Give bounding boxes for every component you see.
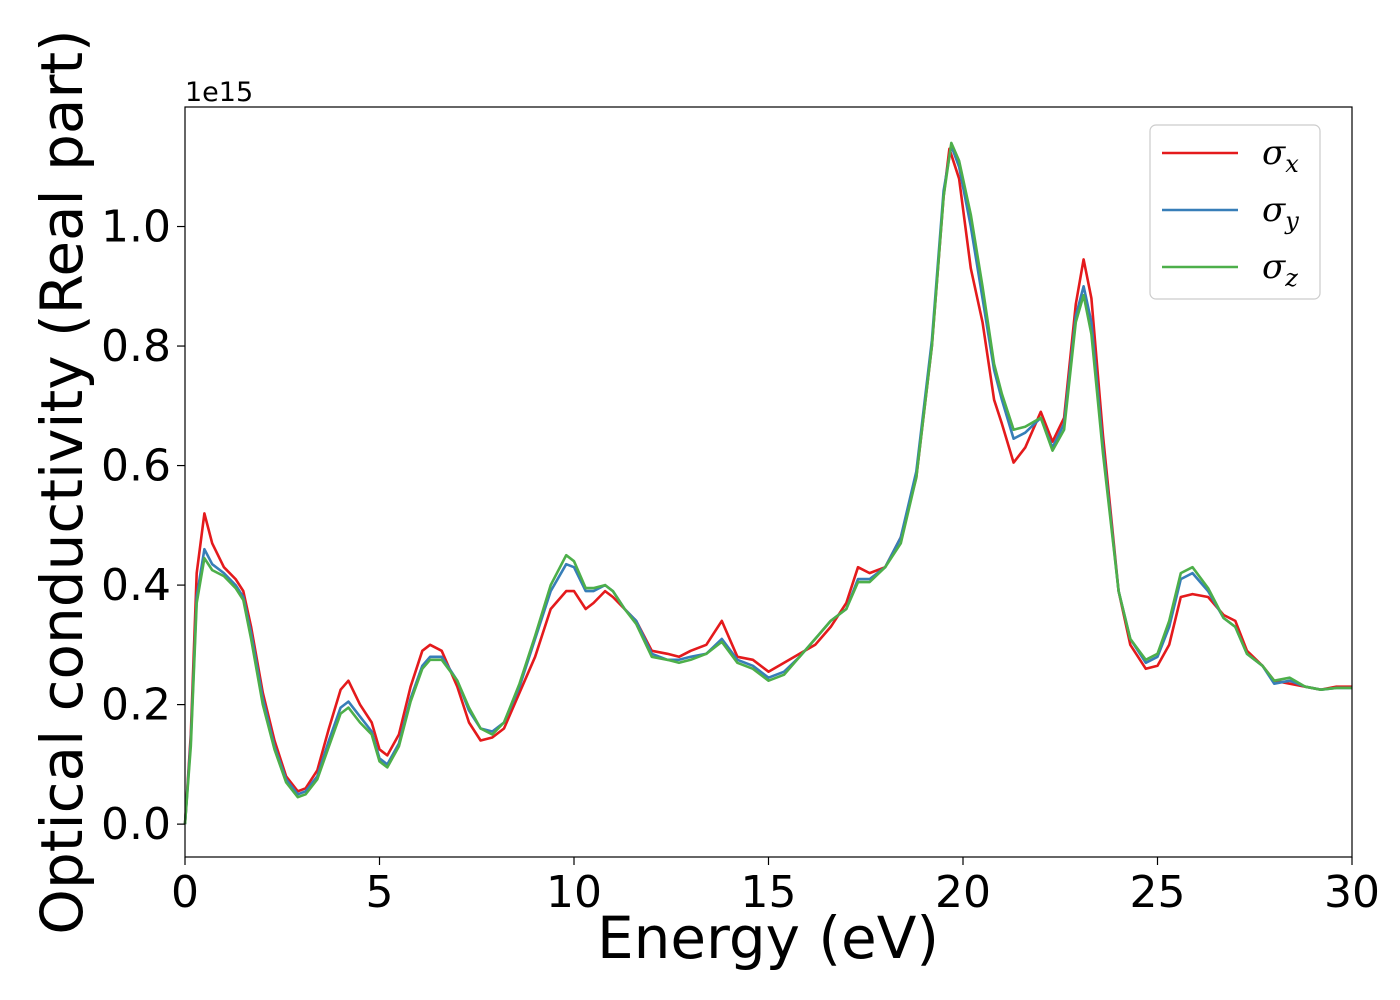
legend-label-y: σy <box>1262 190 1299 235</box>
y-tick-label: 1.0 <box>101 202 171 253</box>
x-axis-title: Energy (eV) <box>597 904 939 972</box>
x-tick-label: 0 <box>171 867 199 918</box>
x-tick-label: 30 <box>1324 867 1380 918</box>
legend: σx σy σz <box>1149 124 1321 300</box>
y-tick-label: 0.6 <box>101 441 171 492</box>
x-tick-label: 5 <box>366 867 394 918</box>
x-tick-label: 25 <box>1130 867 1186 918</box>
x-tick-label: 15 <box>741 867 797 918</box>
y-tick-label: 0.2 <box>101 680 171 731</box>
y-offset-label: 1e15 <box>185 77 253 108</box>
legend-label-z: σz <box>1262 247 1298 292</box>
y-axis: 0.0 0.2 0.4 0.6 0.8 1.0 <box>101 202 185 850</box>
series-line-x <box>183 147 1352 825</box>
y-tick-label: 0.4 <box>101 560 171 611</box>
y-tick-label: 0.0 <box>101 799 171 850</box>
y-tick-label: 0.8 <box>101 321 171 372</box>
legend-frame <box>1149 124 1321 300</box>
x-tick-label: 10 <box>546 867 602 918</box>
series-line-z <box>183 141 1352 825</box>
x-axis: 0 5 10 15 20 25 30 <box>171 857 1380 918</box>
legend-label-x: σx <box>1262 133 1299 178</box>
y-axis-title: Optical conductivity (Real part) <box>28 29 96 934</box>
series-layer <box>183 141 1352 825</box>
x-tick-label: 20 <box>935 867 991 918</box>
